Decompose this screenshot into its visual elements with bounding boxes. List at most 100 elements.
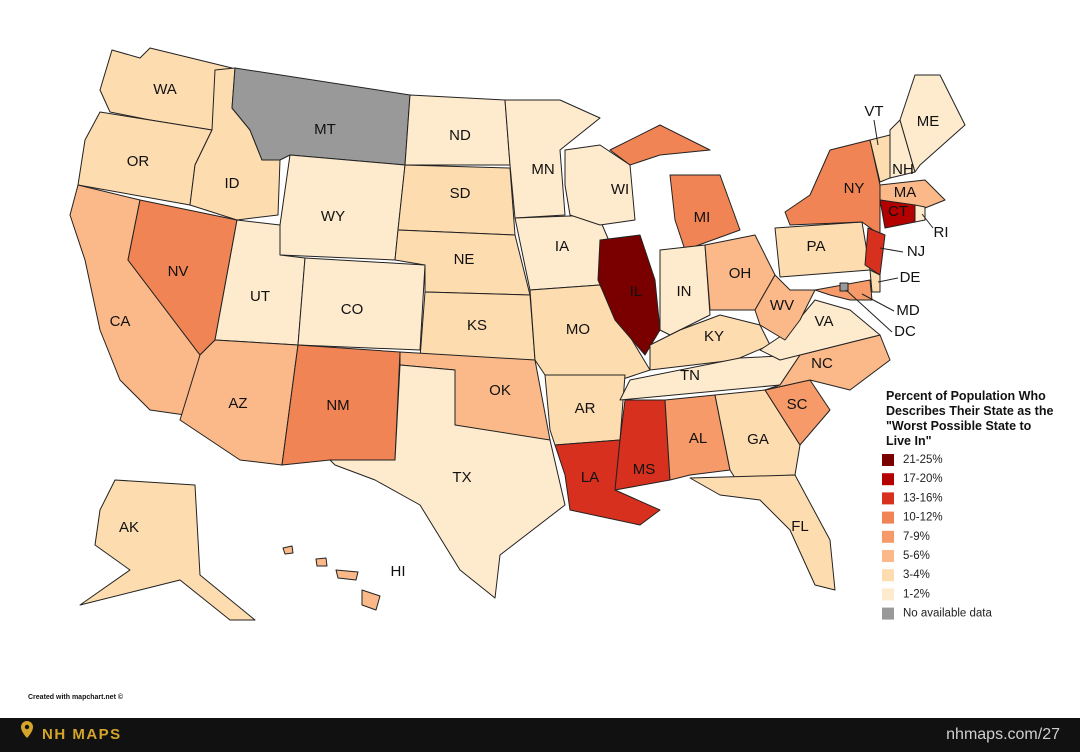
legend-label: 10-12% [903,512,943,524]
legend-label: 21-25% [903,454,943,466]
legend-swatch [882,530,894,543]
state-label: NM [326,397,349,414]
legend-swatch [882,473,894,486]
state-label: AK [119,519,139,536]
state-label: MI [694,209,711,226]
leader-line [861,293,895,312]
state-label: NY [844,180,865,197]
state-label: IA [555,238,569,255]
state-label: NJ [907,243,925,260]
state [231,67,411,166]
state-label: ID [225,175,240,192]
state-label: OH [729,265,752,282]
state [329,364,566,599]
credit: Created with mapchart.net © [28,693,124,701]
state-label: AL [689,430,707,447]
state-label: OR [127,153,150,170]
state [784,139,881,236]
state [914,204,926,223]
state-label: TX [452,469,471,486]
state-label: GA [747,431,769,448]
legend-label: 1-2% [903,588,930,600]
leader-line [873,119,879,146]
state [869,269,881,293]
state-label: KS [467,317,487,334]
state-label: UT [250,288,270,305]
state [754,274,816,341]
state-label: KY [704,328,724,345]
state-label: FL [791,518,809,535]
state-label: MS [633,461,656,478]
footer-url: nhmaps.com/27 [946,726,1060,743]
state-label: NC [811,355,833,372]
state [614,399,671,491]
state-label: MN [531,161,554,178]
state [649,314,771,371]
legend-swatch [882,588,894,601]
state-label: LA [581,469,599,486]
state-label: TN [680,367,700,384]
legend-swatch [882,550,894,562]
state-label: WY [321,208,345,225]
state-label: MA [894,184,917,201]
state [664,394,731,481]
leader-line [879,247,904,253]
state-label: IN [677,283,692,300]
state [659,244,711,336]
state [597,234,661,356]
state-label: WV [770,297,794,314]
state-label: DE [900,269,921,286]
state [689,474,836,591]
state-label: NV [168,263,189,280]
legend-swatch [882,607,894,620]
state-label: IL [630,283,643,300]
state-label: CA [110,313,131,330]
state-label: VT [864,103,883,120]
state-label: NH [892,161,914,178]
leader-line [877,277,899,283]
footer-logo [21,721,33,738]
state [879,179,946,209]
state-label: VA [815,313,834,330]
state-label: NE [454,251,475,268]
legend-label: 13-16% [903,492,943,504]
footer-brand: NH MAPS [42,726,122,743]
state [297,257,426,351]
legend-label: 7-9% [903,531,930,543]
state [282,545,381,611]
state-label: CT [888,203,908,220]
state-label: HI [391,563,406,580]
state-label: DC [894,323,916,340]
state-label: MO [566,321,590,338]
leader-line [921,213,934,229]
state-label: PA [807,238,826,255]
legend-swatch [882,511,894,524]
state [839,282,849,292]
state-label: WA [153,81,177,98]
state [899,74,966,173]
footer-bar [0,718,1080,752]
state [79,479,256,621]
state-label: ME [917,113,940,130]
footer-logo-dot [24,724,30,730]
legend-swatch [882,569,894,582]
leader-line [845,289,893,333]
state-label: CO [341,301,364,318]
states [69,47,966,621]
state-label: SD [450,185,471,202]
legend-label: 3-4% [903,569,930,581]
state-label: OK [489,382,511,399]
state-label: MT [314,121,336,138]
state-label: WI [611,181,629,198]
legend-title: Percent of Population Who Describes Their… [886,389,1053,448]
state [609,124,741,251]
state-label: MD [896,302,919,319]
legend-swatch [882,454,894,466]
state-label: RI [934,224,949,241]
legend-swatch [882,492,894,505]
state-label: SC [787,396,808,413]
state-label: AZ [228,395,247,412]
legend-label: 5-6% [903,550,930,562]
